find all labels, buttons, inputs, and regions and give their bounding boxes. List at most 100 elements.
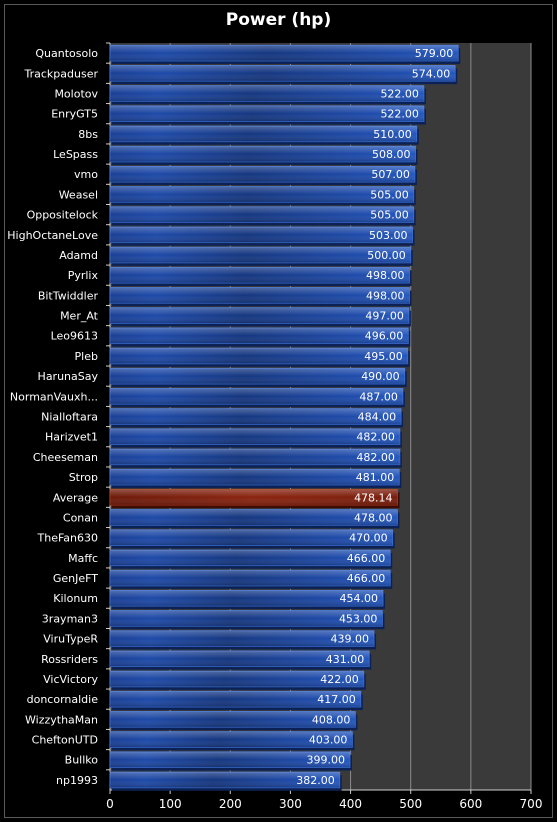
category-label: np1993	[56, 774, 98, 787]
category-label: Adamd	[59, 249, 98, 262]
bar-value-label: 487.00	[359, 390, 398, 403]
bar-value-label: 439.00	[331, 633, 370, 646]
bar-value-label: 496.00	[365, 330, 404, 343]
bar-value-label: 478.14	[354, 491, 393, 504]
bar-value-label: 408.00	[312, 713, 351, 726]
bar-gloss	[110, 449, 400, 465]
bar-value-label: 403.00	[309, 734, 348, 747]
category-label: Molotov	[54, 87, 98, 100]
bar-value-label: 482.00	[356, 451, 395, 464]
category-label: 8bs	[78, 128, 98, 141]
category-label: Cheeseman	[33, 451, 98, 464]
bar-gloss	[110, 186, 414, 203]
category-label: WizzythaMan	[25, 713, 98, 726]
category-label: Conan	[63, 511, 98, 524]
x-tick-label: 600	[459, 797, 482, 811]
category-label: TheFan630	[37, 532, 98, 545]
x-tick-label: 500	[399, 797, 422, 811]
category-label: GenJeFT	[53, 572, 98, 585]
bar-gloss	[110, 610, 383, 627]
chart-border	[4, 4, 553, 818]
bar-gloss	[110, 630, 375, 647]
category-label: Mer_At	[60, 310, 99, 323]
bar-value-label: 417.00	[317, 693, 356, 706]
category-label: Pyrlix	[68, 269, 99, 282]
bar-value-label: 466.00	[347, 552, 386, 565]
bar-value-label: 508.00	[372, 148, 411, 161]
bar-gloss	[110, 772, 340, 788]
bar-gloss	[110, 348, 408, 364]
bar-value-label: 522.00	[380, 108, 419, 121]
bar-gloss	[110, 489, 398, 506]
bar-value-label: 466.00	[347, 572, 386, 585]
bar-gloss	[110, 125, 417, 142]
category-label: Nialloftara	[41, 411, 98, 424]
category-label: Average	[53, 491, 98, 504]
bar-gloss	[110, 267, 410, 284]
bar-gloss	[110, 570, 391, 586]
bar-gloss	[110, 166, 415, 183]
chart-title: Power (hp)	[225, 10, 332, 30]
bar-value-label: 431.00	[326, 653, 365, 666]
category-label: Harizvet1	[45, 431, 98, 444]
bar-gloss	[110, 691, 361, 708]
x-tick-label: 300	[279, 797, 302, 811]
bar-gloss	[110, 85, 424, 102]
category-label: VicVictory	[43, 673, 98, 686]
bar-value-label: 522.00	[380, 87, 419, 100]
x-tick-label: 700	[520, 797, 543, 811]
category-label: ViruTypeR	[43, 633, 98, 646]
category-label: Leo9613	[51, 330, 98, 343]
bar-value-label: 507.00	[371, 168, 410, 181]
bar-value-label: 498.00	[366, 269, 405, 282]
bar-value-label: 579.00	[415, 47, 454, 60]
category-label: Bullko	[65, 754, 99, 767]
bar-gloss	[110, 590, 384, 607]
category-label: Maffc	[68, 552, 98, 565]
bar-gloss	[110, 671, 364, 687]
bar-gloss	[110, 105, 424, 122]
bar-gloss	[110, 327, 409, 344]
bar-value-label: 495.00	[364, 350, 403, 363]
bar-gloss	[110, 307, 409, 324]
bar-value-label: 505.00	[370, 209, 409, 222]
bar-value-label: 498.00	[366, 289, 405, 302]
bar-gloss	[110, 650, 370, 667]
bar-gloss	[110, 368, 405, 384]
bar-gloss	[110, 469, 400, 485]
bar-value-label: 484.00	[358, 411, 397, 424]
bar-gloss	[110, 65, 456, 82]
bar-value-label: 382.00	[296, 774, 335, 787]
bar-gloss	[110, 287, 410, 304]
category-label: EnryGT5	[51, 108, 98, 121]
bar-value-label: 399.00	[306, 754, 345, 767]
category-label: vmo	[74, 168, 98, 181]
bar-gloss	[110, 408, 402, 425]
bar-gloss	[110, 146, 416, 162]
category-label: BitTwiddler	[38, 289, 99, 302]
bar-gloss	[110, 549, 391, 566]
bar-gloss	[110, 509, 398, 526]
category-label: 3rayman3	[42, 612, 98, 625]
category-label: doncornaldie	[27, 693, 99, 706]
bar-value-label: 500.00	[367, 249, 406, 262]
category-label: NormanVauxh...	[10, 390, 98, 403]
category-label: HighOctaneLove	[7, 229, 98, 242]
category-label: Kilonum	[53, 592, 98, 605]
bar-gloss	[110, 529, 393, 546]
bar-value-label: 422.00	[320, 673, 359, 686]
category-label: Trackpaduser	[24, 67, 99, 80]
x-tick-label: 200	[219, 797, 242, 811]
bar-value-label: 503.00	[369, 229, 408, 242]
bar-gloss	[110, 388, 403, 405]
bar-value-label: 490.00	[361, 370, 400, 383]
bar-value-label: 510.00	[373, 128, 412, 141]
bar-value-label: 574.00	[412, 67, 451, 80]
category-label: CheftonUTD	[32, 734, 98, 747]
category-label: LeSpass	[53, 148, 98, 161]
bar-gloss	[110, 45, 459, 61]
bar-value-label: 482.00	[356, 431, 395, 444]
bar-value-label: 481.00	[356, 471, 395, 484]
